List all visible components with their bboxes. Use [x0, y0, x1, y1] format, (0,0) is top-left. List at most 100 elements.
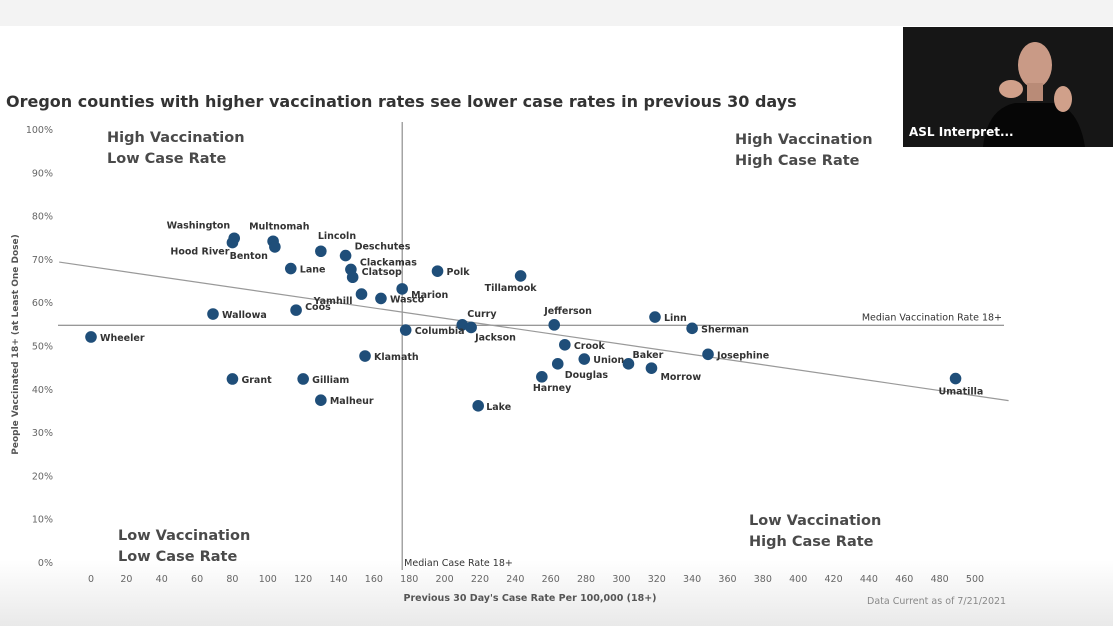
- y-tick-label: 30%: [32, 428, 53, 439]
- quadrant-line: Low Vaccination: [749, 513, 882, 529]
- county-label: Washington: [167, 220, 231, 231]
- county-label: Josephine: [716, 350, 769, 361]
- median-case-rate-label: Median Case Rate 18+: [404, 558, 513, 569]
- county-point[interactable]: [548, 319, 561, 331]
- county-point[interactable]: [622, 358, 635, 370]
- county-label: Wallowa: [222, 310, 267, 321]
- county-label: Linn: [664, 313, 687, 324]
- county-point[interactable]: [465, 321, 477, 334]
- county-point[interactable]: [355, 288, 368, 300]
- county-point[interactable]: [290, 304, 302, 316]
- county-point[interactable]: [472, 400, 484, 412]
- county-label: Lincoln: [318, 231, 356, 242]
- y-tick-label: 40%: [32, 385, 53, 396]
- quadrant-line: High Vaccination: [735, 132, 873, 148]
- county-point[interactable]: [949, 372, 962, 385]
- county-point[interactable]: [551, 358, 564, 370]
- x-tick-label: 260: [542, 574, 560, 585]
- top-bar: [0, 0, 1113, 26]
- county-point[interactable]: [514, 270, 527, 282]
- quadrant-label-top-left: High Vaccination Low Case Rate: [107, 128, 245, 170]
- quadrant-line: Low Vaccination: [118, 528, 251, 544]
- x-tick-label: 280: [577, 574, 595, 585]
- x-tick-label: 100: [259, 574, 277, 585]
- county-point[interactable]: [226, 236, 239, 249]
- quadrant-line: Low Case Rate: [118, 549, 238, 565]
- trend-line: [59, 261, 1009, 402]
- asl-interpreter-video[interactable]: ASL Interpret...: [903, 27, 1113, 147]
- county-label: Union: [593, 355, 624, 366]
- county-label: Umatilla: [939, 387, 984, 398]
- county-point[interactable]: [578, 353, 591, 365]
- county-label: Yamhill: [313, 296, 353, 307]
- x-tick-label: 480: [931, 574, 949, 585]
- y-tick-label: 100%: [26, 125, 53, 136]
- x-tick-label: 60: [191, 574, 203, 585]
- county-label: Hood River: [170, 247, 229, 258]
- y-tick-label: 60%: [32, 298, 53, 309]
- county-label: Douglas: [565, 370, 609, 381]
- quadrant-label-bottom-right: Low Vaccination High Case Rate: [749, 511, 881, 553]
- x-tick-label: 80: [226, 574, 238, 585]
- y-tick-label: 70%: [32, 255, 53, 266]
- county-point[interactable]: [339, 249, 352, 262]
- quadrant-label-top-right: High Vaccination High Case Rate: [735, 130, 873, 172]
- county-point[interactable]: [431, 265, 444, 277]
- y-tick-label: 20%: [32, 471, 53, 482]
- county-label: Lake: [486, 402, 511, 413]
- county-point[interactable]: [315, 245, 327, 258]
- x-tick-label: 240: [506, 574, 524, 585]
- county-point[interactable]: [559, 338, 571, 351]
- y-tick-label: 90%: [32, 168, 53, 179]
- county-point[interactable]: [85, 331, 97, 343]
- x-tick-label: 180: [400, 574, 418, 585]
- county-point[interactable]: [226, 373, 239, 385]
- x-axis-label: Previous 30 Day's Case Rate Per 100,000 …: [403, 593, 656, 604]
- interpreter-silhouette-icon: [903, 27, 1113, 147]
- y-axis-label: People Vaccinated 18+ (at Least One Dose…: [11, 234, 21, 454]
- county-point[interactable]: [207, 308, 219, 320]
- county-point[interactable]: [346, 271, 359, 284]
- county-label: Marion: [411, 290, 448, 301]
- county-point[interactable]: [536, 371, 548, 383]
- county-label: Clackamas: [360, 257, 417, 268]
- county-point[interactable]: [396, 283, 408, 295]
- county-label: Morrow: [660, 372, 701, 383]
- county-point[interactable]: [284, 262, 297, 275]
- county-point[interactable]: [375, 292, 387, 305]
- x-tick-label: 140: [329, 574, 347, 585]
- county-point[interactable]: [649, 311, 661, 323]
- county-point[interactable]: [456, 319, 469, 331]
- county-label: Baker: [632, 350, 663, 361]
- county-point[interactable]: [297, 373, 309, 385]
- x-tick-label: 500: [966, 574, 984, 585]
- county-label: Multnomah: [249, 221, 310, 232]
- county-point[interactable]: [269, 241, 281, 253]
- x-tick-label: 440: [860, 574, 878, 585]
- x-tick-label: 220: [471, 574, 489, 585]
- quadrant-line: Low Case Rate: [107, 151, 227, 167]
- county-label: Coos: [305, 302, 331, 313]
- y-tick-label: 0%: [38, 558, 53, 569]
- quadrant-line: High Vaccination: [107, 130, 245, 146]
- x-tick-label: 200: [436, 574, 454, 585]
- x-tick-label: 420: [824, 574, 842, 585]
- county-point[interactable]: [315, 394, 327, 406]
- county-point[interactable]: [702, 348, 714, 361]
- x-tick-label: 400: [789, 574, 807, 585]
- data-current-note: Data Current as of 7/21/2021: [867, 596, 1007, 607]
- county-label: Harney: [533, 383, 572, 394]
- county-point[interactable]: [359, 350, 371, 362]
- county-point[interactable]: [399, 324, 412, 336]
- county-label: Gilliam: [312, 375, 349, 386]
- county-point[interactable]: [645, 362, 658, 374]
- county-label: Lane: [300, 265, 326, 276]
- x-tick-label: 20: [120, 574, 132, 585]
- county-point[interactable]: [686, 322, 698, 335]
- county-label: Clatsop: [362, 267, 402, 278]
- x-tick-label: 160: [365, 574, 383, 585]
- x-tick-label: 360: [718, 574, 736, 585]
- median-vaccination-label: Median Vaccination Rate 18+: [862, 312, 1002, 323]
- x-tick-label: 300: [612, 574, 630, 585]
